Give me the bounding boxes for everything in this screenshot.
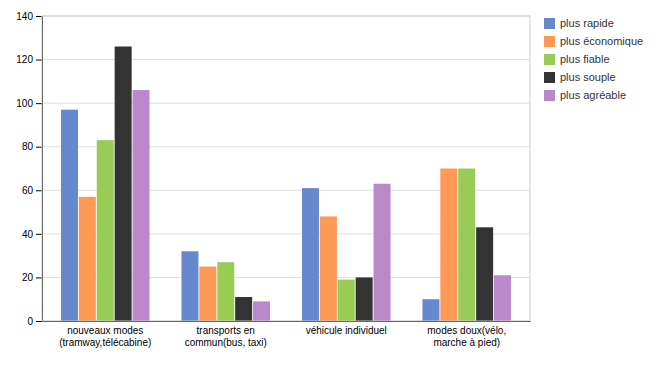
legend-label: plus rapide: [560, 17, 614, 29]
tick: 100: [16, 98, 42, 109]
bar-series: [115, 47, 493, 322]
x-axis: nouveaux modes(tramway,télécabine) transp…: [43, 321, 531, 348]
grid: [42, 16, 530, 321]
tick: 60: [22, 185, 42, 196]
tick-label-line: commun(bus, taxi): [185, 337, 267, 348]
legend-label: plus agréable: [560, 89, 626, 101]
tick-label-line: (tramway,télécabine): [59, 337, 151, 348]
bar: [476, 227, 493, 321]
tick-mark: [36, 234, 42, 235]
legend-label: plus fiable: [560, 53, 610, 65]
tick-label: 0: [27, 316, 33, 327]
tick-mark: [36, 147, 42, 148]
legend-swatch: [544, 18, 555, 29]
tick-label: 60: [22, 185, 34, 196]
plot-frame: [42, 16, 530, 321]
legend-item: plus souple: [544, 71, 616, 83]
bar: [440, 169, 457, 322]
legend-item: plus agréable: [544, 89, 626, 101]
legend-label: plus économique: [560, 35, 643, 47]
tick-label: 80: [22, 141, 34, 152]
bar: [422, 299, 439, 321]
tick: transports encommun(bus, taxi): [185, 321, 267, 348]
legend-swatch: [544, 72, 555, 83]
bar: [199, 267, 216, 321]
legend-item: plus rapide: [544, 17, 614, 29]
bar: [338, 280, 355, 321]
tick-label: 120: [16, 54, 33, 65]
bar: [302, 188, 319, 321]
tick: 0: [27, 316, 42, 327]
tick-label: nouveaux modes(tramway,télécabine): [59, 325, 151, 348]
tick-label: 20: [22, 272, 34, 283]
tick: 80: [22, 141, 42, 152]
tick-mark: [36, 60, 42, 61]
bar: [320, 216, 337, 321]
tick-label-line: marche à pied): [433, 337, 500, 348]
tick-mark: [36, 321, 42, 322]
legend-item: plus fiable: [544, 53, 610, 65]
legend: plus rapide plus économique plus fiable plu…: [544, 17, 643, 101]
bar: [115, 47, 132, 322]
tick-label-line: véhicule individuel: [306, 325, 387, 336]
tick-mark: [36, 277, 42, 278]
legend-swatch: [544, 90, 555, 101]
bar: [235, 297, 252, 321]
legend-swatch: [544, 36, 555, 47]
tick-label: véhicule individuel: [306, 325, 387, 336]
tick-label-line: nouveaux modes: [67, 325, 143, 336]
tick-label-line: transports en: [197, 325, 255, 336]
legend-swatch: [544, 54, 555, 65]
tick-mark: [36, 190, 42, 191]
tick-label: modes doux(vélo,marche à pied): [427, 325, 506, 348]
tick-label: 140: [16, 11, 33, 22]
legend-label: plus souple: [560, 71, 616, 83]
tick: 40: [22, 229, 42, 240]
plot: 0 20 40 60 80 100 120 140 nouveaux modes(tramway…: [16, 11, 530, 348]
bar: [97, 140, 114, 321]
tick: modes doux(vélo,marche à pied): [427, 321, 506, 348]
tick: véhicule individuel: [306, 321, 387, 336]
bar: [217, 262, 234, 321]
bar: [494, 275, 511, 321]
bar: [356, 277, 373, 321]
bar-series: [133, 90, 511, 321]
bar: [458, 169, 475, 322]
legend-item: plus économique: [544, 35, 643, 47]
tick-mark: [36, 16, 42, 17]
tick: 120: [16, 54, 42, 65]
y-axis: 0 20 40 60 80 100 120 140: [16, 11, 42, 327]
tick: 140: [16, 11, 42, 22]
tick-label-line: modes doux(vélo,: [427, 325, 506, 336]
bars: [61, 47, 511, 322]
tick-label: transports encommun(bus, taxi): [185, 325, 267, 348]
tick: 20: [22, 272, 42, 283]
tick: nouveaux modes(tramway,télécabine): [59, 321, 151, 348]
tick-label: 100: [16, 98, 33, 109]
bar: [79, 197, 96, 321]
bar: [133, 90, 150, 321]
tick-mark: [36, 103, 42, 104]
bar-series: [97, 140, 475, 321]
chart: 0 20 40 60 80 100 120 140 nouveaux modes(tramway…: [0, 0, 670, 367]
bar: [61, 110, 78, 321]
bar: [181, 251, 198, 321]
bar: [374, 184, 391, 321]
tick-label: 40: [22, 229, 34, 240]
bar: [253, 301, 270, 321]
